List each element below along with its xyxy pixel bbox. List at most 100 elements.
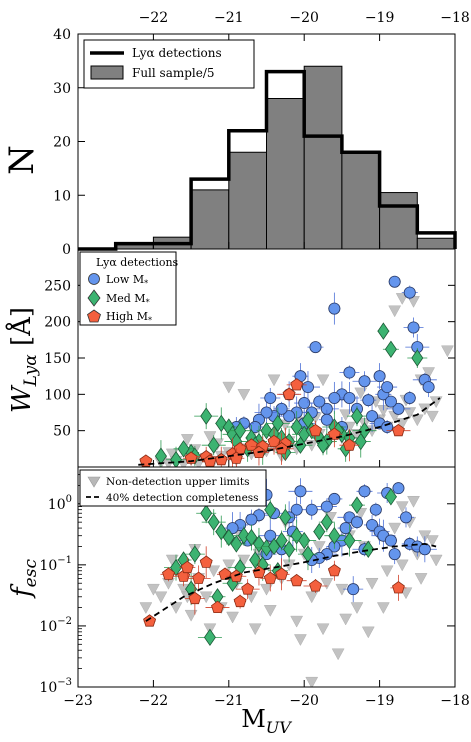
- fesc-triangle-down-point: [263, 605, 277, 617]
- fesc-triangle-down-point: [226, 611, 239, 624]
- fesc-triangle-down-point: [184, 609, 198, 622]
- ew-circle-point: [407, 321, 420, 334]
- fesc-y-tick-label: 10−2: [39, 616, 72, 635]
- ew-diamond-point: [177, 440, 190, 458]
- equivalent-width-panel: 50 100 150 200 250 WLyα [Å] Lyα detections L…: [5, 248, 456, 468]
- ew-triangle-down-point: [354, 387, 368, 400]
- ew-diamond-point: [384, 340, 397, 358]
- fesc-diamond-point: [384, 488, 397, 506]
- ew-triangle-down-point: [237, 389, 251, 401]
- ew-pentagon-point: [290, 378, 304, 391]
- fesc-diamond-point: [252, 535, 265, 553]
- fesc-diamond-point: [245, 528, 258, 547]
- fesc-diamond-point: [237, 527, 250, 545]
- fesc-circle-point: [358, 485, 371, 498]
- histogram-bar: [379, 192, 418, 250]
- fesc-circle-point: [245, 513, 258, 526]
- fesc-x-tick-label: −20: [289, 693, 319, 709]
- fesc-triangle-down-point: [294, 634, 307, 646]
- fesc-circle-point: [366, 518, 379, 531]
- fesc-pentagon-point: [327, 564, 341, 577]
- histogram-bar: [228, 151, 268, 250]
- fesc-triangle-down-point: [207, 565, 221, 578]
- fesc-pentagon-point: [162, 567, 175, 580]
- fesc-pentagon-point: [233, 594, 247, 608]
- fesc-diamond-point: [207, 513, 220, 531]
- fesc-x-tick-label: −21: [214, 693, 244, 709]
- ew-triangle-down-point: [203, 431, 217, 444]
- fesc-triangle-down-point: [290, 615, 304, 628]
- histogram-panel: −22 −21 −20 −19 −18 0 10 20 30 40 N Lyα detection…: [2, 10, 470, 258]
- ew-y-tick-label: 200: [44, 315, 71, 331]
- ew-triangle-down-point: [403, 407, 417, 420]
- fesc-diamond-point: [279, 508, 292, 527]
- fesc-pentagon-point: [188, 591, 202, 605]
- fesc-pentagon-point: [211, 600, 224, 613]
- ew-circle-point: [381, 381, 394, 394]
- histogram-top-tick-label: −21: [214, 10, 244, 26]
- ew-circle-point: [320, 413, 333, 426]
- ew-diamond-point: [260, 421, 273, 440]
- fesc-triangle-down-point: [146, 583, 160, 596]
- ew-triangle-down-point: [339, 409, 353, 422]
- histogram-bar: [303, 65, 343, 250]
- ew-ylabel: WLyα [Å]: [5, 307, 41, 413]
- fesc-diamond-point: [362, 540, 375, 558]
- fesc-frame: [77, 466, 456, 688]
- ew-diamond-point: [354, 432, 367, 451]
- fesc-triangle-down-point: [376, 602, 390, 615]
- fesc-diamond-point: [203, 628, 216, 647]
- ew-y-tick-label: 150: [44, 351, 71, 367]
- histogram-legend-box: [83, 39, 255, 89]
- ew-y-tick-label: 50: [53, 424, 71, 440]
- ew-circle-point: [343, 366, 356, 379]
- fesc-circle-point: [384, 534, 397, 547]
- legend-completeness-label: 40% detection completeness: [106, 492, 259, 504]
- fesc-ylabel: fesc: [7, 559, 41, 599]
- fesc-x-tick-label: −23: [63, 693, 93, 709]
- fesc-diamond-point: [222, 528, 235, 547]
- histogram-bar: [266, 98, 305, 250]
- fesc-triangle-down-point: [222, 559, 236, 572]
- ew-diamond-point: [290, 418, 303, 436]
- fesc-diamond-point: [298, 531, 311, 550]
- fesc-circle-point: [399, 511, 412, 524]
- fesc-circle-point: [339, 522, 352, 535]
- fesc-diamond-point: [343, 531, 356, 550]
- legend-low-mass-label: Low M*: [106, 273, 148, 288]
- ew-legend: Lyα detections Low M* Med M* High M*: [79, 251, 179, 326]
- ew-triangle-down-point: [441, 345, 454, 358]
- ew-y-tick-label: 100: [44, 387, 71, 403]
- histogram-legend: Lyα detections Full sample/5: [83, 39, 255, 89]
- legend-upper-limit-marker: [87, 476, 101, 488]
- fesc-triangle-down-point: [361, 626, 375, 639]
- fesc-detections: [143, 478, 437, 647]
- ew-diamond-point: [301, 411, 314, 429]
- fesc-legend: Non-detection upper limits 40% detection…: [79, 469, 267, 507]
- ew-circle-point: [301, 381, 314, 394]
- histogram-top-tick-label: −22: [139, 10, 169, 26]
- ew-circle-point: [298, 397, 311, 410]
- ew-circle-point: [388, 275, 401, 288]
- ew-pentagon-point: [392, 423, 405, 437]
- fesc-circle-point: [290, 503, 303, 516]
- fesc-circle-point: [392, 482, 405, 495]
- fesc-triangle-down-point: [365, 577, 379, 590]
- fesc-completeness-line: [145, 542, 437, 622]
- ew-triangle-down-point: [180, 434, 194, 446]
- fesc-triangle-down-point: [395, 501, 409, 514]
- fesc-triangle-down-point: [260, 583, 273, 596]
- lya-detections-step-line: [78, 69, 457, 251]
- ew-circle-point: [328, 302, 341, 315]
- fesc-circle-point: [264, 529, 277, 542]
- fesc-pentagon-point: [290, 573, 304, 587]
- legend-lya-label: Lyα detections: [132, 46, 222, 60]
- ew-pentagon-point: [282, 387, 296, 400]
- ew-circle-point: [362, 394, 375, 407]
- ew-circle-point: [264, 391, 277, 404]
- fesc-x-tick-label: −19: [365, 693, 395, 709]
- fesc-diamond-point: [230, 535, 243, 553]
- ew-diamond-point: [200, 407, 213, 425]
- fesc-triangle-down-point: [199, 591, 213, 604]
